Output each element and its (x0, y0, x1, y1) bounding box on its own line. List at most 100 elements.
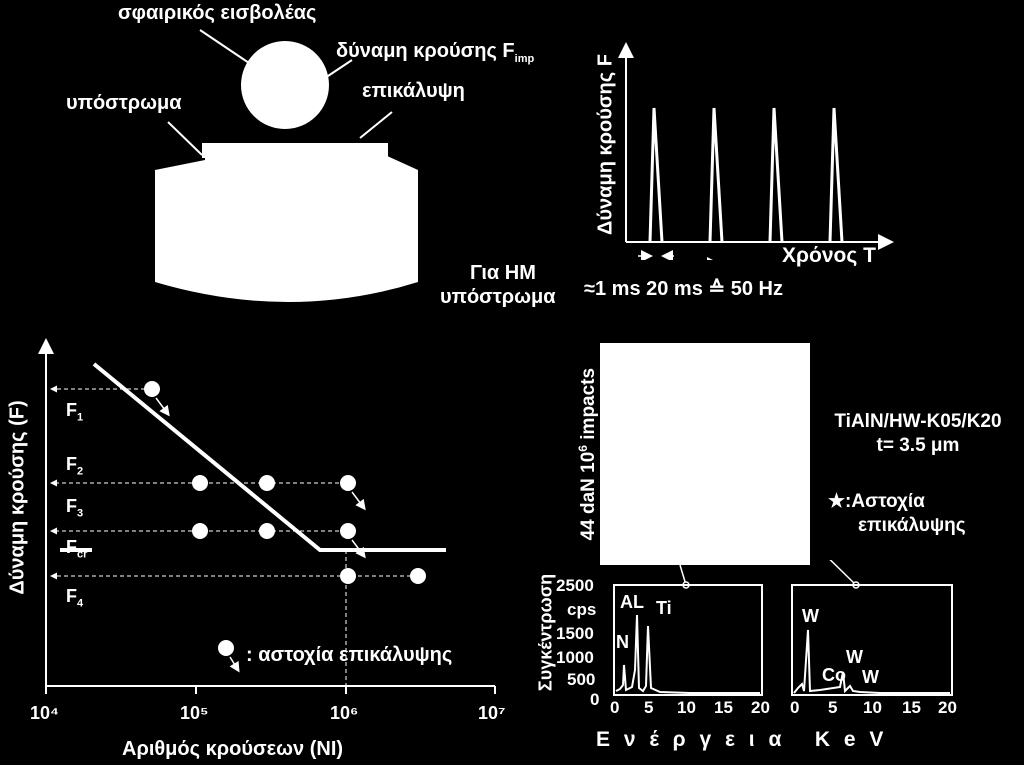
peak-label-al: AL (620, 592, 644, 612)
endurance-curve (92, 362, 446, 552)
data-point (144, 381, 160, 397)
failure-legend-text: : αστοχία επικάλυψης (246, 644, 453, 666)
force-level-f2: F2 (66, 454, 83, 478)
impacts-label: 44 daN 106 impacts (576, 334, 600, 574)
spherical-indenter (241, 41, 329, 129)
spectrum-x-label: Ε ν έ ρ γ ε ι α K e V (596, 728, 888, 751)
coating-layer (202, 143, 388, 158)
coating-pointer (359, 111, 393, 139)
spectrum-x-tick: 20 (938, 698, 957, 717)
impacts-label-main: 44 daN 10 (578, 451, 600, 541)
spectrum-y-tick: 1500 (556, 624, 594, 643)
substrate-label: υπόστρωμα (66, 92, 182, 114)
failure-arrow (155, 397, 170, 417)
force-time-x-label: Χρόνος T (782, 244, 876, 267)
x-tick-label: 10⁶ (330, 703, 359, 723)
data-point (340, 568, 356, 584)
force-level-letter: F (66, 400, 77, 420)
pulse-4 (828, 107, 844, 243)
specimen-line2: t= 3.5 μm (876, 435, 960, 456)
force-level-sub: 3 (77, 507, 84, 520)
force-level-sub: 1 (77, 411, 84, 424)
peak-label-n: N (616, 632, 629, 652)
data-point (340, 475, 356, 491)
pulse-2 (708, 107, 724, 243)
spectrum-y-tick: 0 (590, 690, 600, 709)
impacts-label-sup: 6 (575, 445, 590, 452)
substrate-pointer (167, 121, 203, 156)
failure-line2: επικάλυψης (858, 515, 966, 536)
specimen-line1: TiAlN/HW-K05/K20 (834, 411, 1002, 432)
spectrum-x-tick: 20 (751, 698, 770, 717)
spectrum-x-tick: 0 (790, 698, 800, 717)
force-level-sub: 4 (77, 597, 84, 610)
data-point (259, 475, 275, 491)
force-level-f3: F3 (66, 496, 83, 520)
force-level-letter: F (66, 586, 77, 606)
spectrum-right-frame (791, 584, 953, 696)
spectrum-left-trace (615, 614, 760, 694)
failure-star-label: ★:Αστοχία επικάλυψης (828, 490, 966, 538)
force-level-f1: F1 (66, 400, 83, 424)
impact-schematic (155, 29, 418, 302)
spectrum-y-unit: cps (567, 600, 597, 619)
impact-diagram (38, 338, 496, 694)
timing-label: ≈1 ms 20 ms ≙ 50 Hz (584, 278, 783, 300)
spectrum-y-label: Συγκέντρωση (535, 573, 556, 692)
peak-label-ti: Ti (656, 598, 672, 618)
force-level-sub: 2 (77, 465, 84, 478)
peak-label-w: W (802, 606, 819, 626)
spectrum-right-trace (793, 629, 950, 694)
star-icon: ★ (828, 491, 846, 512)
spectrum-x-tick: 5 (644, 698, 654, 717)
impact-force-text: δύναμη κρούσης F (336, 40, 515, 62)
spectrum-y-tick: 1000 (556, 648, 594, 667)
pulse-3 (768, 107, 784, 243)
spectrum-y-tick: 500 (567, 670, 596, 689)
data-point (192, 523, 208, 539)
data-point (192, 475, 208, 491)
indenter-label: σφαιρικός εισβολέας (118, 2, 317, 24)
legend-failure-arrow (229, 656, 240, 673)
impact-force-label: δύναμη κρούσης Fimp (336, 40, 534, 65)
spectrum-x-tick: 0 (610, 698, 620, 717)
connector-right (829, 560, 857, 586)
spectrum-left-frame (613, 584, 763, 696)
spectrum-y-tick: 2500 (556, 576, 594, 595)
failure-arrow (351, 539, 366, 559)
failure-arrow (351, 491, 366, 511)
force-time-plot (618, 42, 894, 260)
x-tick-label: 10⁵ (180, 703, 209, 723)
hm-note-line2: υπόστρωμα (440, 286, 556, 308)
impact-diagram-x-label: Αριθμός κρούσεων (NI) (122, 738, 344, 760)
hm-note-line1: Για HM (470, 262, 536, 284)
impacts-label-suffix: impacts (578, 367, 600, 446)
data-point (259, 523, 275, 539)
legend-failure-symbol (218, 640, 234, 656)
specimen-body (155, 145, 418, 302)
coating-label: επικάλυψη (362, 80, 465, 102)
edx-spectra (613, 560, 953, 696)
force-level-letter: F (66, 496, 77, 516)
spectrum-x-tick: 10 (677, 698, 696, 717)
data-point (340, 523, 356, 539)
micrograph-panel (600, 343, 810, 565)
spectrum-x-tick: 5 (828, 698, 838, 717)
force-level-f4: F4 (66, 586, 83, 610)
failure-line1: :Αστοχία (845, 491, 925, 512)
data-point (410, 568, 426, 584)
force-level-fcr: Fcr (66, 537, 87, 561)
force-level-letter: F (66, 454, 77, 474)
x-tick-label: 10⁴ (30, 703, 59, 723)
force-pointer (324, 59, 353, 79)
spectrum-x-tick: 15 (902, 698, 921, 717)
peak-label-w: W (862, 667, 879, 687)
force-time-y-label: Δύναμη κρούσης F (594, 54, 617, 235)
spectrum-x-tick: 15 (714, 698, 733, 717)
peak-label-co: Co (822, 665, 846, 685)
indenter-pointer (199, 29, 253, 66)
specimen-label: TiAlN/HW-K05/K20 t= 3.5 μm (813, 410, 1023, 458)
pulse-1 (648, 107, 664, 243)
impact-diagram-y-label: Δύναμη κρούσης (F) (6, 400, 29, 595)
